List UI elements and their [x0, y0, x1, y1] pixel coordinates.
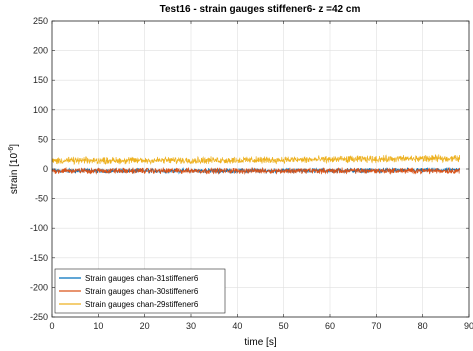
x-tick-label: 30 — [186, 321, 196, 331]
x-tick-label: 20 — [140, 321, 150, 331]
x-axis-label: time [s] — [244, 337, 276, 348]
chart-title: Test16 - strain gauges stiffener6- z =42… — [160, 4, 361, 15]
y-tick-label: 50 — [38, 134, 48, 144]
series-line-1 — [51, 166, 461, 175]
x-tick-label: 70 — [371, 321, 381, 331]
y-tick-label: 0 — [43, 164, 48, 174]
series-line-2 — [51, 154, 461, 166]
x-tick-label: 80 — [418, 321, 428, 331]
x-tick-label: 10 — [93, 321, 103, 331]
x-tick-label: 60 — [325, 321, 335, 331]
x-tick-label: 0 — [49, 321, 54, 331]
y-tick-label: -250 — [30, 312, 48, 322]
axis-ticks: 0 10 20 30 40 50 60 70 80 90 -250 -200 -150 -100 -50 0 5… — [30, 16, 473, 331]
y-tick-label: 100 — [33, 105, 48, 115]
y-tick-label: -50 — [35, 194, 48, 204]
y-tick-label: -200 — [30, 282, 48, 292]
legend-entry-label: Strain gauges chan-30stiffener6 — [85, 287, 199, 296]
x-tick-label: 50 — [279, 321, 289, 331]
y-tick-label: 200 — [33, 46, 48, 56]
series-group — [51, 154, 461, 175]
y-tick-label: -150 — [30, 253, 48, 263]
y-axis-label: strain [10-6] — [8, 144, 20, 194]
x-tick-label: 40 — [232, 321, 242, 331]
legend-box — [54, 268, 226, 314]
x-tick-label: 90 — [464, 321, 473, 331]
legend-entry-label: Strain gauges chan-29stiffener6 — [85, 300, 199, 309]
y-tick-label: 250 — [33, 16, 48, 26]
y-tick-label: -100 — [30, 223, 48, 233]
y-axis-label-exponent: -6 — [8, 147, 15, 153]
y-axis-label-suffix: ] — [9, 144, 20, 147]
legend-entry-label: Strain gauges chan-31stiffener6 — [85, 274, 199, 283]
y-tick-label: 150 — [33, 75, 48, 85]
legend: Strain gauges chan-31stiffener6 Strain ga… — [54, 268, 226, 314]
y-axis-label-text: strain [10 — [9, 153, 20, 195]
